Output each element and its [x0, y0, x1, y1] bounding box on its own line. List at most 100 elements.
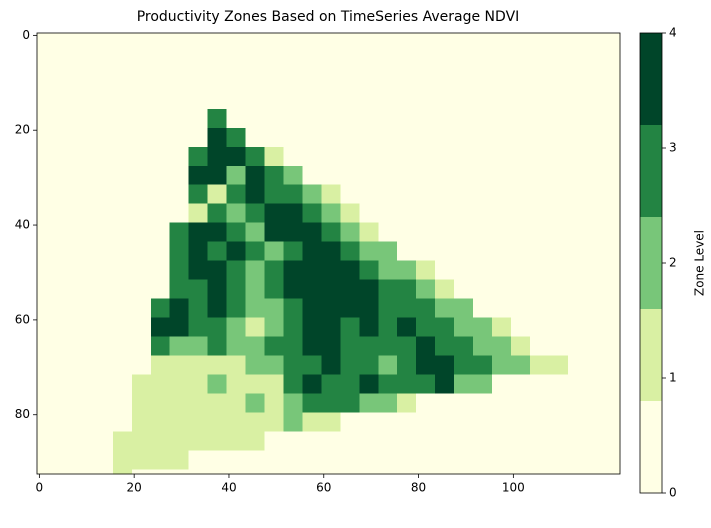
- heatmap-cell: [435, 146, 455, 167]
- heatmap-cell: [397, 355, 417, 375]
- heatmap-cell: [131, 203, 152, 223]
- heatmap-cell: [302, 317, 322, 337]
- heatmap-cell: [150, 108, 171, 129]
- heatmap-cell: [169, 165, 189, 186]
- heatmap-cell: [245, 184, 265, 205]
- heatmap-cell: [131, 431, 152, 451]
- heatmap-cell: [416, 241, 436, 261]
- heatmap-cell: [112, 260, 133, 280]
- heatmap-cell: [169, 374, 189, 394]
- heatmap-cell: [131, 89, 152, 110]
- heatmap-cell: [548, 279, 569, 299]
- heatmap-cell: [586, 241, 607, 261]
- heatmap-cell: [150, 355, 171, 375]
- heatmap-cell: [112, 393, 133, 413]
- heatmap-cell: [340, 89, 360, 110]
- heatmap-cell: [37, 298, 57, 318]
- heatmap-cell: [112, 33, 133, 53]
- heatmap-cell: [340, 469, 360, 475]
- heatmap-cell: [37, 89, 57, 110]
- heatmap-cell: [416, 469, 436, 475]
- heatmap-cell: [321, 279, 341, 299]
- heatmap-cell: [131, 184, 152, 205]
- heatmap-cell: [586, 51, 607, 72]
- heatmap-cell: [378, 469, 398, 475]
- heatmap-cell: [226, 51, 246, 72]
- heatmap-cell: [264, 469, 284, 475]
- heatmap-cell: [169, 317, 189, 337]
- heatmap-cell: [378, 260, 398, 280]
- heatmap-cell: [55, 298, 76, 318]
- heatmap-cell: [340, 355, 360, 375]
- heatmap-cell: [492, 260, 512, 280]
- heatmap-cell: [131, 127, 152, 148]
- heatmap-cell: [473, 374, 493, 394]
- heatmap-cell: [169, 89, 189, 110]
- heatmap-cell: [473, 355, 493, 375]
- heatmap-cell: [112, 203, 133, 223]
- heatmap-cell: [548, 127, 569, 148]
- heatmap-cell: [55, 279, 76, 299]
- heatmap-cell: [302, 298, 322, 318]
- heatmap-cell: [435, 393, 455, 413]
- heatmap-cell: [264, 222, 284, 242]
- heatmap-cell: [131, 412, 152, 432]
- heatmap-cell: [321, 298, 341, 318]
- heatmap-cell: [226, 431, 246, 451]
- heatmap-cell: [586, 89, 607, 110]
- heatmap-cell: [359, 203, 379, 223]
- heatmap-cell: [226, 393, 246, 413]
- heatmap-cell: [529, 184, 550, 205]
- heatmap-cell: [567, 298, 588, 318]
- heatmap-cell: [188, 70, 208, 91]
- heatmap-cell: [416, 127, 436, 148]
- heatmap-cell: [264, 51, 284, 72]
- heatmap-cell: [510, 241, 531, 261]
- heatmap-cell: [567, 146, 588, 167]
- heatmap-cell: [492, 279, 512, 299]
- heatmap-cell: [37, 184, 57, 205]
- heatmap-cell: [93, 260, 114, 280]
- heatmap-cell: [302, 203, 322, 223]
- heatmap-cell: [397, 127, 417, 148]
- heatmap-cell: [473, 184, 493, 205]
- heatmap-cell: [226, 203, 246, 223]
- heatmap-cell: [226, 450, 246, 470]
- heatmap-cell: [454, 298, 474, 318]
- heatmap-cell: [359, 33, 379, 53]
- heatmap-cell: [605, 279, 621, 299]
- heatmap-cell: [473, 317, 493, 337]
- heatmap-cell: [586, 222, 607, 242]
- heatmap-cell: [74, 127, 95, 148]
- heatmap-cell: [93, 469, 114, 475]
- heatmap-cell: [264, 108, 284, 129]
- heatmap-cell: [359, 317, 379, 337]
- heatmap-cell: [55, 165, 76, 186]
- heatmap-cell: [435, 431, 455, 451]
- heatmap-cell: [131, 355, 152, 375]
- heatmap-cell: [529, 33, 550, 53]
- heatmap-cell: [454, 431, 474, 451]
- heatmap-cell: [529, 469, 550, 475]
- heatmap-cell: [245, 355, 265, 375]
- heatmap-cell: [378, 241, 398, 261]
- heatmap-cell: [302, 146, 322, 167]
- heatmap-cell: [264, 241, 284, 261]
- heatmap-cell: [112, 374, 133, 394]
- heatmap-cell: [567, 393, 588, 413]
- y-tick-label: 80: [15, 407, 30, 421]
- heatmap-cell: [416, 108, 436, 129]
- heatmap-cell: [74, 33, 95, 53]
- heatmap-cell: [378, 279, 398, 299]
- x-tick-label: 40: [221, 481, 236, 495]
- heatmap-cell: [37, 355, 57, 375]
- heatmap-cell: [169, 260, 189, 280]
- heatmap-cell: [283, 450, 303, 470]
- heatmap-cell: [510, 336, 531, 356]
- heatmap-cell: [93, 336, 114, 356]
- heatmap-cell: [283, 355, 303, 375]
- heatmap-cell: [359, 431, 379, 451]
- heatmap-cell: [435, 469, 455, 475]
- heatmap-cell: [397, 222, 417, 242]
- heatmap-cell: [567, 336, 588, 356]
